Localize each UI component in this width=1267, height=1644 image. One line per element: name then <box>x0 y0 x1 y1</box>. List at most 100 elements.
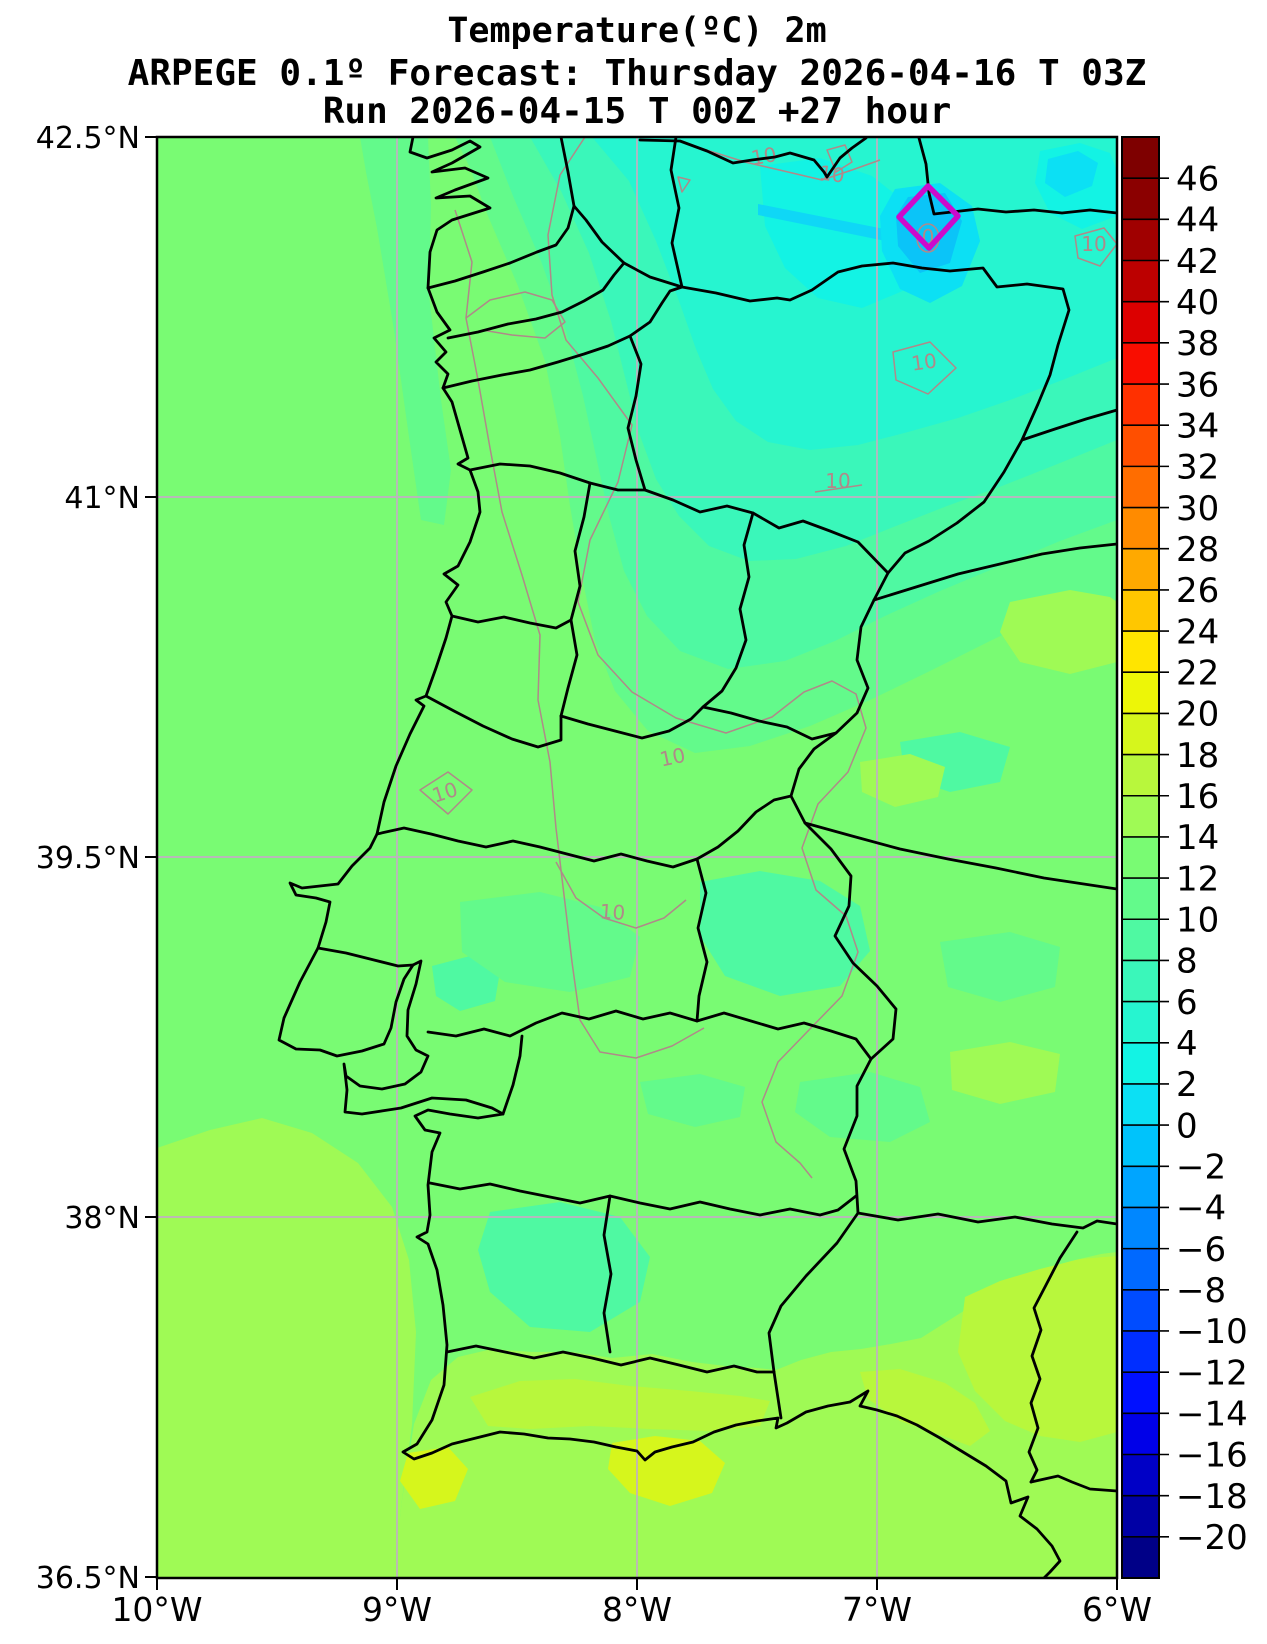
colorbar-segment <box>1122 1495 1159 1538</box>
contour-value-label: 10 <box>599 899 626 925</box>
colorbar-segment <box>1122 1083 1159 1126</box>
contour-value-label: 10 <box>825 469 850 493</box>
district-coimbra-leiria <box>424 694 563 749</box>
contour-value-label: 10 <box>658 743 688 772</box>
colorbar-tick-label: 42 <box>1176 242 1219 282</box>
district-aveiro-coimbra <box>450 614 573 630</box>
patch-14-16-spain-e <box>1000 590 1117 674</box>
colorbar-segment <box>1122 1001 1159 1044</box>
patch-14-16-border <box>860 754 945 807</box>
isotherm-seg-41n <box>814 484 863 493</box>
colorbar-segment <box>1122 466 1159 509</box>
cold-pocket-0-2-b <box>1045 151 1098 197</box>
district-leiria-santarem <box>375 794 793 869</box>
district-viseu-guarda <box>701 511 755 709</box>
district-coimbra-castelobranco <box>559 705 838 741</box>
nw-coastal-band <box>360 137 451 525</box>
colorbar-segment <box>1122 301 1159 344</box>
colorbar-segment <box>1122 878 1159 920</box>
plot-run-line: Run 2026-04-15 T 00Z +27 hour <box>323 91 952 132</box>
district-beja-internal <box>602 1194 613 1354</box>
contour-value-label: 10 <box>910 348 939 375</box>
plot-subtitle: ARPEGE 0.1º Forecast: Thursday 2026-04-1… <box>128 53 1147 94</box>
colorbar-tick-label: −18 <box>1176 1477 1248 1517</box>
colorbar-tick-label: 8 <box>1176 942 1198 982</box>
lat-tick-label: 36.5°N <box>36 1561 140 1596</box>
colorbar-tick-label: −20 <box>1176 1518 1248 1558</box>
colorbar-tick-label: 12 <box>1176 859 1219 899</box>
patch-8-10-portalegre <box>700 871 870 996</box>
colorbar-segment <box>1122 1166 1159 1209</box>
colorbar-tick-label: 0 <box>1176 1106 1198 1146</box>
spain-province-line-andalucia-n <box>856 1211 1117 1230</box>
district-aveiro-viseu <box>559 481 592 718</box>
spain-province-line-ourense <box>669 137 684 289</box>
isotherm-10-loop-north <box>465 291 566 339</box>
colorbar-tick-label: −8 <box>1176 1271 1226 1311</box>
colorbar-tick-label: 6 <box>1176 983 1198 1023</box>
ocean-southwest-fill <box>157 1118 416 1578</box>
patch-10-12-c <box>640 1074 745 1127</box>
colorbar-segment <box>1122 260 1159 303</box>
colorbar-segment <box>1122 1330 1159 1373</box>
lat-tick-label: 38°N <box>64 1201 140 1236</box>
district-douro-line <box>468 462 890 575</box>
colorbar-tick-label: −12 <box>1176 1353 1248 1393</box>
isotherm-10-diamond-west <box>419 771 473 815</box>
isotherm-10-south <box>555 861 687 929</box>
colorbar-segment <box>1122 1289 1159 1332</box>
isotherm-10-diamond-ne <box>892 341 957 395</box>
colorbar-segment <box>1122 1413 1159 1456</box>
lat-tick-label: 41°N <box>64 481 140 516</box>
district-beja-faro <box>445 1344 776 1374</box>
coastline <box>277 137 1062 1578</box>
colorbar-tick-label: 22 <box>1176 653 1219 693</box>
district-evora-beja <box>428 1181 858 1217</box>
colorbar-tick-label: 38 <box>1176 324 1219 364</box>
geographic-boundaries <box>277 137 1117 1578</box>
colorbar-segment <box>1122 713 1159 756</box>
district-santarem-evora <box>426 1009 873 1061</box>
colorbar-segment <box>1122 795 1159 838</box>
colorbar-tick-label: −14 <box>1176 1395 1248 1435</box>
colorbar-tick-label: 44 <box>1176 201 1219 241</box>
isotherm-10-diamond-edge <box>1074 227 1117 267</box>
colorbar-tick-label: 4 <box>1176 1024 1198 1064</box>
colorbar-tick-label: 46 <box>1176 159 1219 199</box>
district-viana-braga <box>446 261 626 340</box>
colorbar-tick-label: −16 <box>1176 1436 1248 1476</box>
colorbar-tick-label: 30 <box>1176 489 1219 529</box>
spain-province-line-galicia-leon <box>638 137 868 179</box>
spain-province-line-caceres-badajoz <box>803 821 1117 891</box>
lon-tick-label: 9°W <box>362 1590 432 1629</box>
colorbar-tick-label: 40 <box>1176 283 1219 323</box>
colorbar-segment <box>1122 425 1159 467</box>
colorbar-segment <box>1122 1372 1159 1414</box>
lon-tick-label: 10°W <box>111 1590 202 1629</box>
spain-province-line-sevilla-coast <box>1029 1474 1117 1493</box>
lat-tick-label: 42.5°N <box>36 121 140 156</box>
patch-18-20-lagos <box>400 1447 468 1509</box>
colorbar-segment <box>1122 1248 1159 1291</box>
colorbar-tick-label: 28 <box>1176 530 1219 570</box>
colorbar-segment <box>1122 1207 1159 1250</box>
colorbar-segment <box>1122 219 1159 262</box>
lon-tick-label: 7°W <box>842 1590 912 1629</box>
patch-16-18-andalucia <box>958 1256 1117 1442</box>
colorbar-segment <box>1122 1042 1159 1085</box>
colorbar-segment <box>1122 1125 1159 1167</box>
isotherm-10-triangle <box>677 176 691 193</box>
freezing-highlight-contour <box>896 183 961 251</box>
isotherm-10-top <box>699 147 881 181</box>
patch-16-18-huelva <box>860 1369 990 1446</box>
colorbar-segment <box>1122 342 1159 385</box>
colorbar-segment <box>1122 1536 1159 1579</box>
colorbar-tick-label: −10 <box>1176 1312 1248 1352</box>
colorbar-tick-label: −4 <box>1176 1189 1226 1229</box>
colorbar-segment <box>1122 178 1159 220</box>
colorbar-outline <box>1121 136 1160 1579</box>
colorbar-segment <box>1122 919 1159 962</box>
